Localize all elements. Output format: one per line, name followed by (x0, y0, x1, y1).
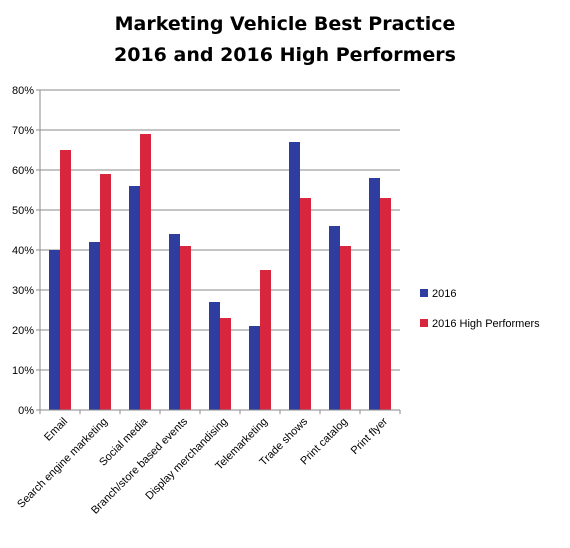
y-tick-label: 80% (12, 85, 34, 97)
bar-series-1 (329, 226, 340, 410)
chart-title-line-1: Marketing Vehicle Best Practice (115, 13, 456, 35)
bar-series-1 (369, 178, 380, 410)
bar-series-2 (340, 246, 351, 410)
bar-series-2 (180, 246, 191, 410)
bar-series-1 (289, 142, 300, 410)
bar-series-2 (300, 198, 311, 410)
y-axis-ticks: 0% 10% 20% 30% 40% 50% 60% 70% 80% (12, 85, 40, 417)
bar-series-2 (60, 150, 71, 410)
bar-series-2 (380, 198, 391, 410)
bar-series-1 (169, 234, 180, 410)
y-tick-label: 40% (12, 245, 34, 257)
legend-swatch (420, 319, 428, 327)
legend-label: 2016 (432, 288, 456, 300)
axes (39, 90, 400, 411)
y-tick-label: 70% (12, 125, 34, 137)
bar-series-1 (49, 250, 60, 410)
bar-series-2 (100, 174, 111, 410)
y-tick-label: 10% (12, 365, 34, 377)
bar-series-2 (260, 270, 271, 410)
legend-swatch (420, 289, 428, 297)
bar-series-1 (209, 302, 220, 410)
legend-label: 2016 High Performers (432, 318, 540, 330)
y-tick-label: 60% (12, 165, 34, 177)
bar-series-2 (220, 318, 231, 410)
chart-title-line-2: 2016 and 2016 High Performers (114, 44, 456, 66)
legend: 2016 2016 High Performers (420, 288, 540, 330)
y-tick-label: 30% (12, 285, 34, 297)
bar-series-1 (249, 326, 260, 410)
y-tick-label: 50% (12, 205, 34, 217)
y-tick-label: 0% (18, 405, 34, 417)
y-tick-label: 20% (12, 325, 34, 337)
bars (49, 134, 391, 410)
x-tick-label: Email (42, 416, 70, 444)
bar-series-1 (89, 242, 100, 410)
bar-series-2 (140, 134, 151, 410)
x-tick-label: Print flyer (349, 415, 391, 457)
bar-series-1 (129, 186, 140, 410)
